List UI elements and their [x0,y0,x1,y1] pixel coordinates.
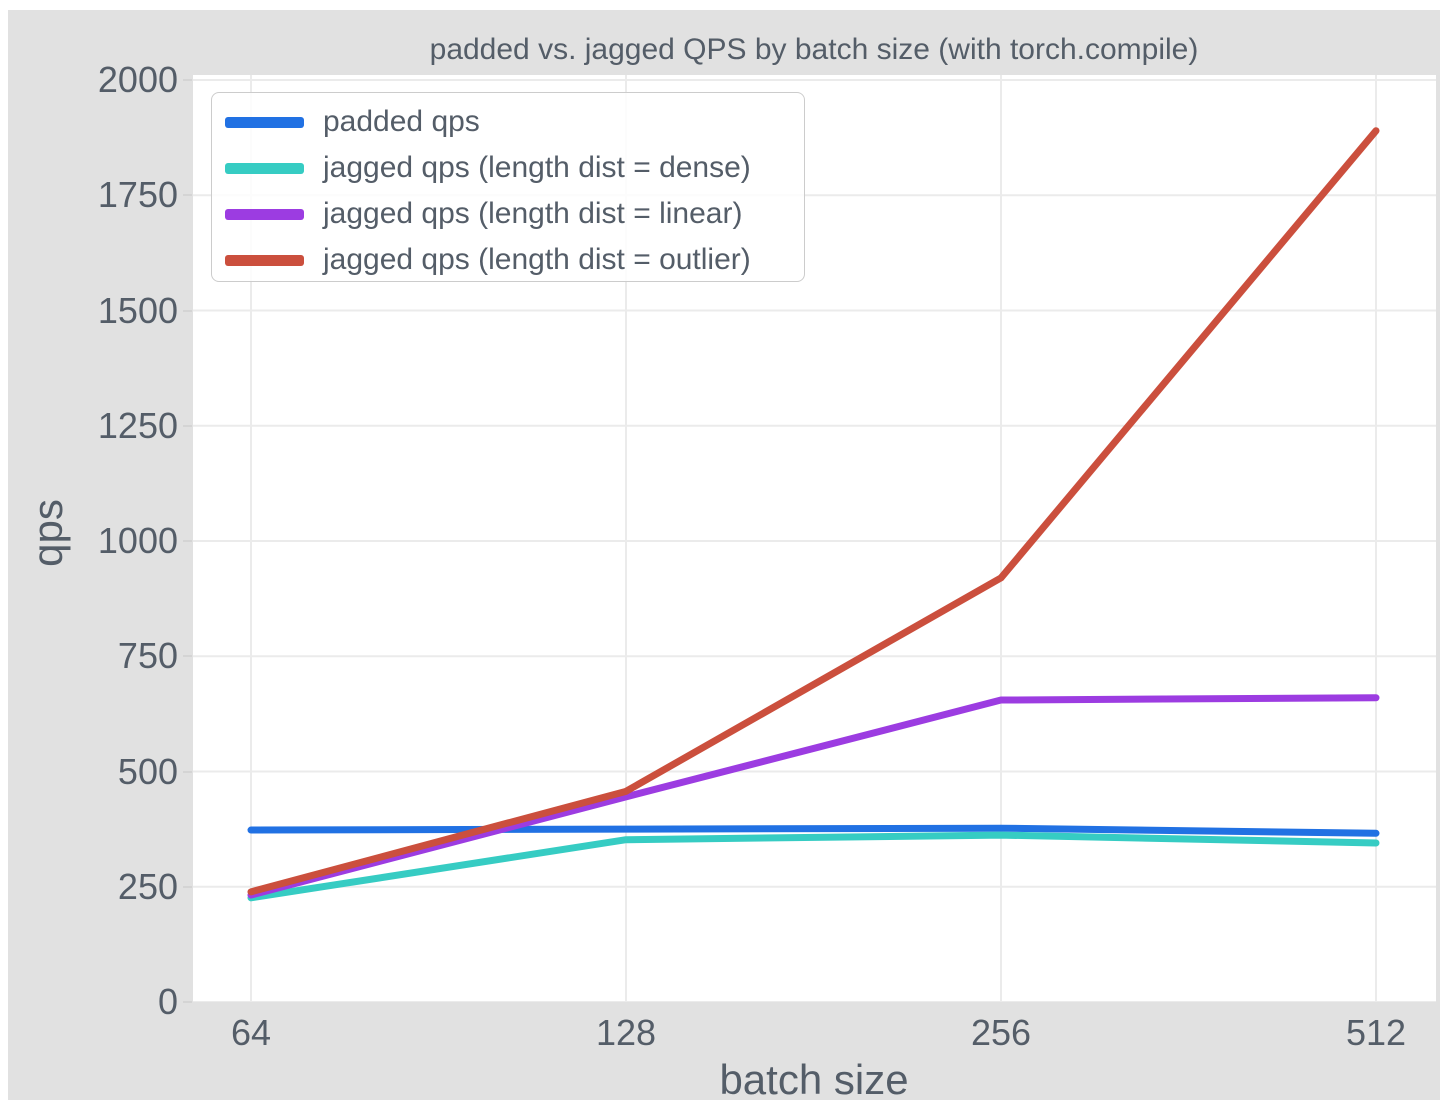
y-tick-mark [183,540,192,542]
data-line [247,694,1380,899]
y-tick-label: 750 [117,635,178,677]
figure-background: padded vs. jagged QPS by batch size (wit… [8,10,1440,1100]
legend-label: jagged qps (length dist = linear) [323,197,743,230]
y-tick-label: 2000 [97,59,178,100]
x-tick-label: 64 [230,1012,272,1053]
y-tick-mark [183,79,192,81]
x-tick-label: 512 [1345,1012,1407,1053]
legend-swatch [225,208,304,220]
y-tick-label: 250 [117,865,178,907]
y-tick-label: 1750 [97,174,178,216]
y-tick-mark [183,1001,192,1003]
y-tick-mark [183,655,192,658]
legend-item: jagged qps (length dist = outlier) [225,237,804,283]
legend-swatch [225,254,304,266]
legend-label: jagged qps (length dist = outlier) [323,243,751,276]
legend-item: jagged qps (length dist = linear) [225,191,804,237]
legend-swatch [225,116,304,128]
x-tick-label: 128 [595,1012,657,1053]
legend-item: jagged qps (length dist = dense) [225,145,804,191]
y-axis-label: qps [24,499,71,567]
chart-title: padded vs. jagged QPS by batch size (wit… [429,33,1199,66]
y-tick-label: 500 [117,750,178,792]
x-axis-label: batch size [719,1056,909,1100]
data-line [247,824,1380,837]
y-tick-mark [183,194,192,197]
y-tick-mark [183,885,192,888]
legend-item: padded qps [225,99,804,145]
y-tick-mark [183,424,192,427]
legend-label: jagged qps (length dist = dense) [323,151,751,184]
y-tick-mark [183,770,192,773]
legend: padded qps jagged qps (length dist = dens… [211,92,805,282]
legend-label: padded qps [323,105,480,138]
x-tick-label: 256 [970,1012,1032,1053]
y-tick-label: 1500 [97,289,178,331]
data-line [247,831,1380,902]
y-tick-label: 1000 [97,520,178,561]
legend-swatch [225,162,304,174]
plot-canvas [193,75,1436,1002]
y-tick-mark [183,309,192,312]
data-line [247,127,1380,896]
y-tick-label: 0 [157,981,178,1022]
y-tick-label: 1250 [97,404,178,446]
